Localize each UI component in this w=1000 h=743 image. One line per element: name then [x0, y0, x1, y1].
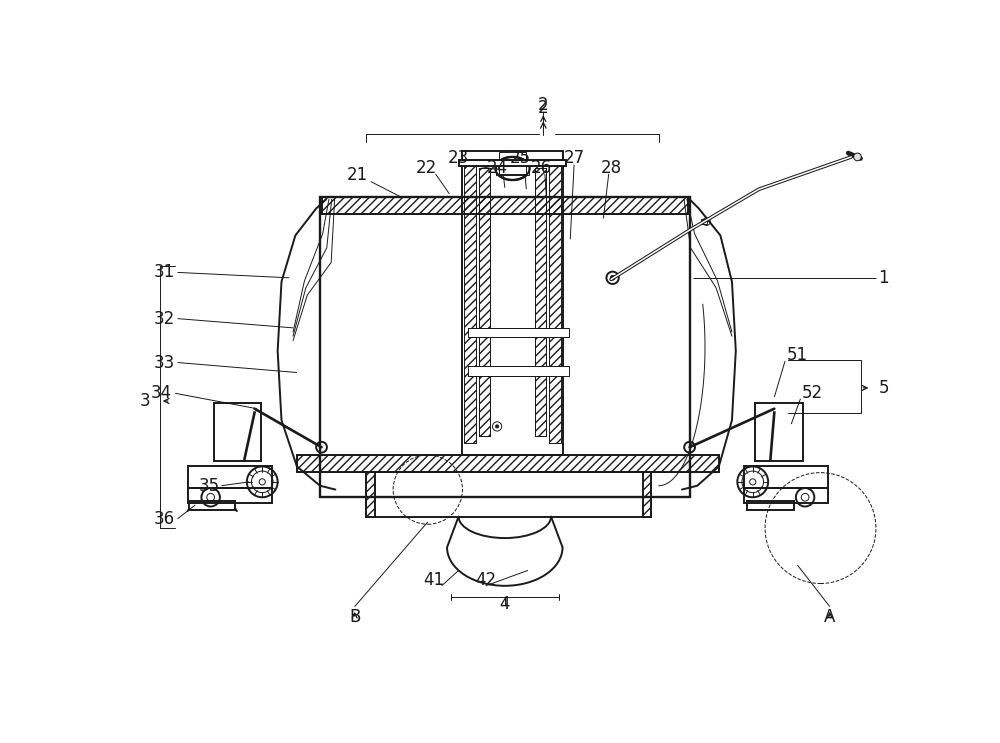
Bar — [499, 152, 526, 174]
Text: 25: 25 — [510, 149, 531, 167]
Bar — [322, 197, 688, 214]
Text: 5: 5 — [878, 379, 889, 397]
Text: 22: 22 — [416, 159, 437, 177]
Text: 36: 36 — [154, 510, 175, 528]
Bar — [496, 162, 529, 175]
Text: 23: 23 — [448, 149, 469, 167]
Bar — [188, 467, 272, 488]
Bar — [744, 467, 828, 488]
Bar — [744, 488, 828, 504]
Bar — [535, 168, 546, 435]
Bar — [297, 455, 719, 472]
Text: 4: 4 — [500, 594, 510, 612]
Bar — [366, 472, 375, 516]
Text: 1: 1 — [878, 269, 889, 287]
Text: 28: 28 — [600, 159, 622, 177]
Text: 2: 2 — [538, 99, 549, 117]
Circle shape — [610, 276, 615, 280]
Circle shape — [854, 153, 861, 160]
Text: 26: 26 — [531, 159, 552, 177]
Text: 35: 35 — [199, 477, 220, 495]
Text: 24: 24 — [487, 159, 508, 177]
Bar — [459, 160, 566, 166]
Text: 51: 51 — [787, 345, 808, 364]
Bar — [755, 403, 803, 461]
Bar — [549, 162, 561, 444]
Bar — [459, 160, 566, 166]
Text: 21: 21 — [346, 166, 368, 184]
Text: 42: 42 — [475, 571, 496, 589]
Text: 27: 27 — [564, 149, 585, 167]
Bar — [214, 403, 261, 461]
Text: 33: 33 — [154, 354, 175, 372]
Text: 2: 2 — [538, 96, 549, 114]
Text: 52: 52 — [802, 384, 823, 402]
Bar — [468, 328, 569, 337]
Bar — [188, 488, 272, 504]
Text: A: A — [824, 608, 835, 626]
Bar — [701, 219, 707, 224]
Bar — [479, 168, 490, 435]
Circle shape — [496, 425, 499, 428]
Text: 3: 3 — [140, 392, 151, 410]
Text: 41: 41 — [423, 571, 445, 589]
Bar — [535, 168, 546, 435]
Bar — [189, 501, 235, 510]
Bar — [747, 501, 794, 510]
Bar — [320, 197, 690, 497]
Bar — [462, 151, 563, 455]
Bar — [468, 366, 569, 376]
Text: B: B — [349, 608, 360, 626]
Text: 32: 32 — [154, 310, 175, 328]
Text: 34: 34 — [151, 384, 172, 402]
Bar — [479, 168, 490, 435]
Bar — [322, 197, 688, 214]
Bar — [464, 162, 476, 444]
Bar — [366, 472, 651, 516]
Text: 31: 31 — [154, 264, 175, 282]
Bar — [297, 455, 719, 472]
Bar — [642, 472, 651, 516]
